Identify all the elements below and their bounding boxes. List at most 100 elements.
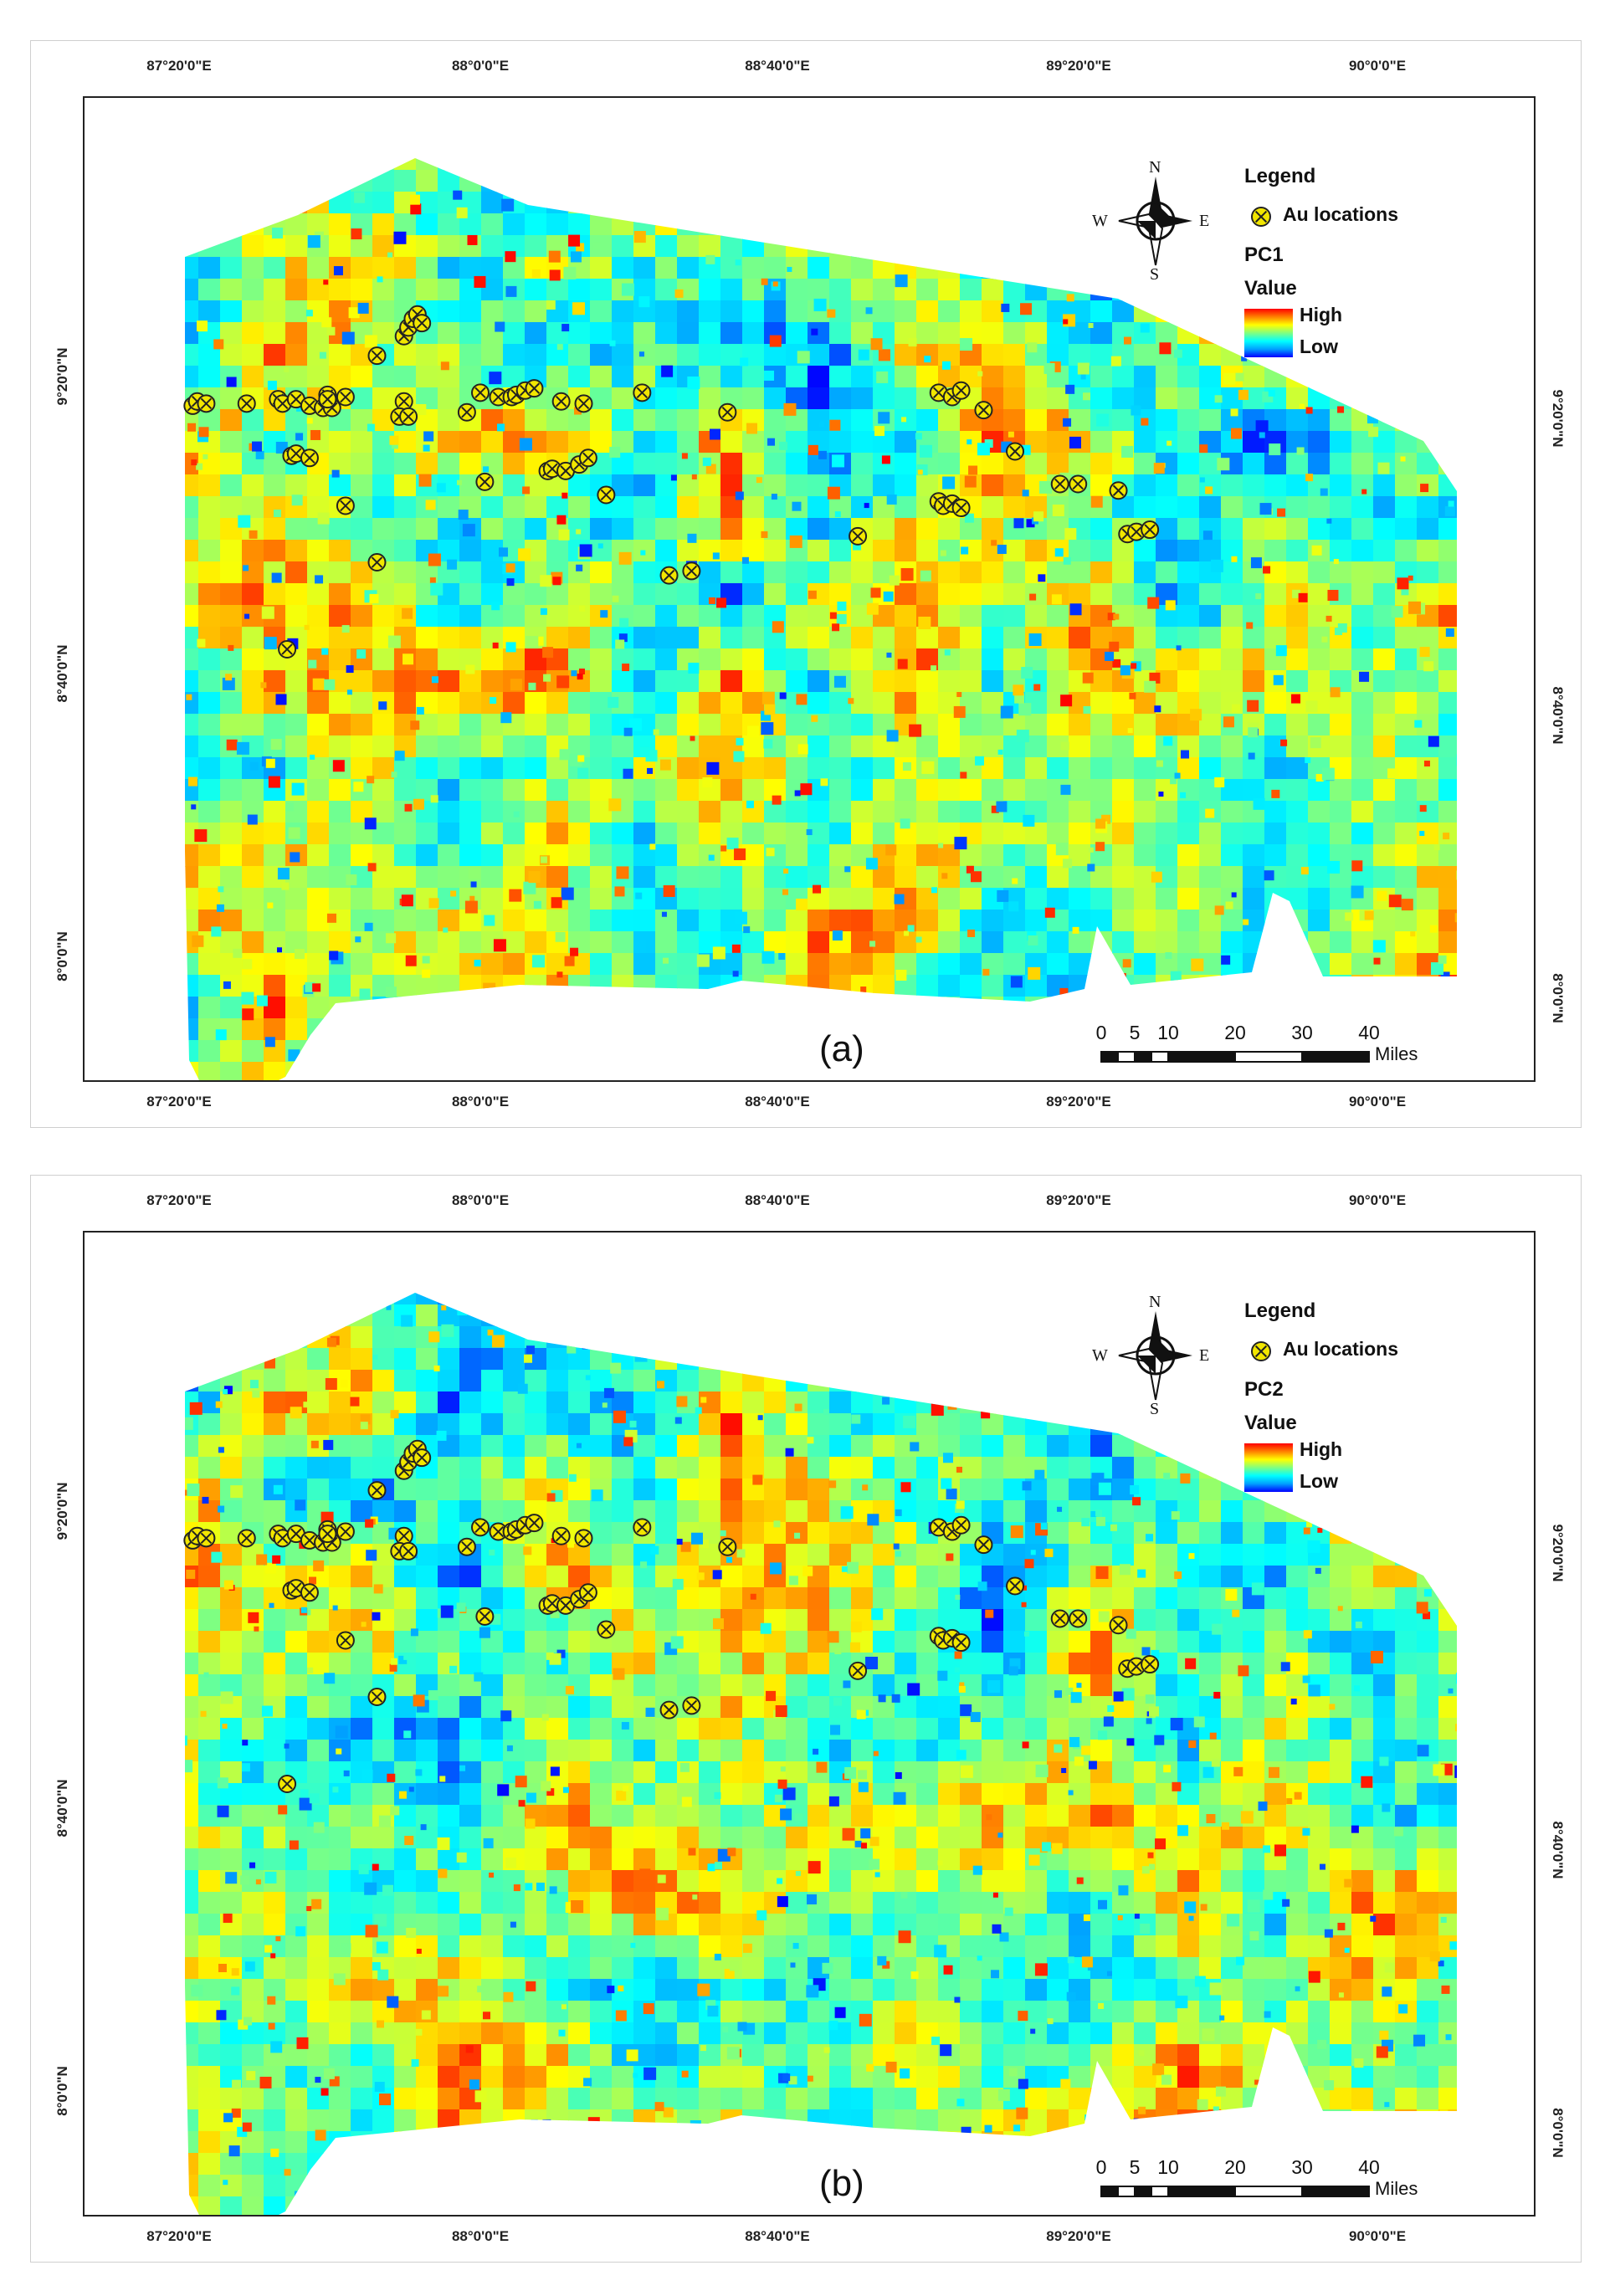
scale-bar-label: 40 [1358, 1022, 1380, 1043]
layer-name: PC2 [1244, 1378, 1284, 1401]
compass-west-label: W [1092, 1346, 1108, 1365]
latitude-tick-label: 8°0'0"N [1550, 2108, 1566, 2158]
latitude-tick-label: 9°20'0"N [1550, 389, 1566, 448]
au-location-marker [574, 394, 593, 413]
au-location-marker [659, 566, 679, 585]
color-ramp [1244, 309, 1293, 357]
compass-east-label: E [1199, 1346, 1210, 1365]
panel-label: (a) [819, 1028, 864, 1069]
au-locations-legend-marker [1251, 207, 1271, 227]
longitude-tick-label: 89°20'0"E [1046, 2228, 1111, 2244]
value-label: Value [1244, 277, 1297, 300]
au-location-marker [718, 1537, 737, 1556]
au-location-marker [633, 1518, 652, 1537]
au-location-marker [849, 526, 868, 546]
scale-bar-label: 30 [1291, 2156, 1313, 2178]
scale-bar-label: 5 [1129, 1022, 1141, 1043]
au-location-marker [542, 1594, 561, 1613]
au-location-marker [1006, 442, 1025, 461]
compass-west-label: W [1092, 212, 1108, 230]
map-panel-a: 87°20'0"E 87°20'0"E 88°0'0"E 88°0'0"E 88°40'… [30, 40, 1582, 1128]
au-location-marker [951, 499, 971, 518]
north-arrow: N S E W [1092, 1293, 1210, 1418]
au-location-marker [1069, 474, 1088, 494]
longitude-tick-label: 88°40'0"E [745, 2228, 810, 2244]
au-location-marker [951, 381, 971, 400]
compass-east-label: E [1199, 212, 1210, 230]
au-location-marker [951, 1515, 971, 1535]
au-location-marker [574, 1529, 593, 1548]
raster-map [183, 158, 1457, 1080]
layer-name: PC1 [1244, 243, 1284, 266]
au-location-marker [399, 1541, 418, 1561]
scale-bar-label: 40 [1358, 2156, 1380, 2178]
au-location-marker [394, 1461, 413, 1480]
ramp-low-label: Low [1300, 1470, 1338, 1492]
compass-rose-icon [1118, 1311, 1192, 1401]
latitude-tick-label: 8°40'0"N [54, 644, 70, 703]
panel-label: (b) [819, 2163, 864, 2204]
longitude-tick-label: 88°0'0"E [451, 1094, 510, 1110]
latitude-tick-label: 8°0'0"N [1550, 973, 1566, 1023]
au-location-marker [597, 485, 616, 505]
au-location-marker [318, 390, 337, 409]
ramp-low-label: Low [1300, 336, 1338, 357]
au-location-marker [286, 1579, 305, 1598]
au-location-marker [556, 461, 576, 480]
au-location-marker [578, 448, 597, 468]
au-location-marker [336, 387, 355, 407]
latitude-tick-label: 8°0'0"N [54, 2066, 70, 2116]
au-location-marker [597, 1620, 616, 1639]
latitude-tick-label: 9°20'0"N [54, 347, 70, 406]
au-location-marker [525, 1514, 544, 1533]
longitude-tick-label: 90°0'0"E [1348, 1192, 1407, 1208]
compass-south-label: S [1150, 1400, 1160, 1418]
scale-bar-label: 10 [1157, 2156, 1179, 2178]
au-location-marker [197, 1529, 216, 1548]
au-location-marker [1069, 1609, 1088, 1628]
scale-bar-label: 20 [1224, 2156, 1246, 2178]
au-location-marker [551, 1526, 571, 1545]
longitude-tick-label: 90°0'0"E [1348, 58, 1407, 74]
longitude-tick-label: 88°0'0"E [451, 1192, 510, 1208]
au-location-marker [336, 496, 355, 515]
au-location-marker [286, 1525, 305, 1544]
au-location-marker [1141, 1655, 1160, 1674]
latitude-tick-label: 8°40'0"N [1550, 686, 1566, 745]
au-location-marker [457, 1537, 476, 1556]
au-location-marker [682, 561, 701, 581]
au-location-marker [237, 394, 256, 413]
au-location-marker [336, 1522, 355, 1541]
au-location-marker [974, 401, 993, 420]
longitude-tick-label: 87°20'0"E [146, 1192, 212, 1208]
longitude-tick-label: 89°20'0"E [1046, 58, 1111, 74]
au-location-marker [278, 1774, 297, 1793]
au-location-marker [475, 472, 495, 491]
au-location-marker [1109, 1616, 1128, 1635]
au-location-marker [525, 379, 544, 398]
au-location-marker [300, 1583, 319, 1602]
latitude-tick-label: 9°20'0"N [1550, 1524, 1566, 1582]
au-location-marker [286, 444, 305, 464]
au-location-marker [367, 1481, 387, 1500]
au-location-marker [929, 1518, 948, 1537]
longitude-tick-label: 88°0'0"E [451, 58, 510, 74]
au-location-marker [849, 1661, 868, 1680]
scale-bar-label: 10 [1157, 1022, 1179, 1043]
legend-title: Legend [1244, 1299, 1316, 1322]
au-locations-legend-label: Au locations [1283, 1338, 1399, 1360]
au-location-marker [367, 1688, 387, 1707]
au-location-marker [336, 1631, 355, 1650]
au-location-marker [659, 1700, 679, 1719]
compass-north-label: N [1149, 1293, 1161, 1311]
au-location-marker [399, 407, 418, 426]
au-location-marker [237, 1529, 256, 1548]
au-location-marker [300, 448, 319, 468]
scale-bar [1100, 1051, 1370, 1063]
au-location-marker [578, 1583, 597, 1602]
au-location-marker [542, 459, 561, 479]
longitude-tick-label: 88°40'0"E [745, 58, 810, 74]
au-locations-legend-marker [1251, 1341, 1271, 1361]
legend-title: Legend [1244, 165, 1316, 187]
au-location-marker [475, 1607, 495, 1626]
